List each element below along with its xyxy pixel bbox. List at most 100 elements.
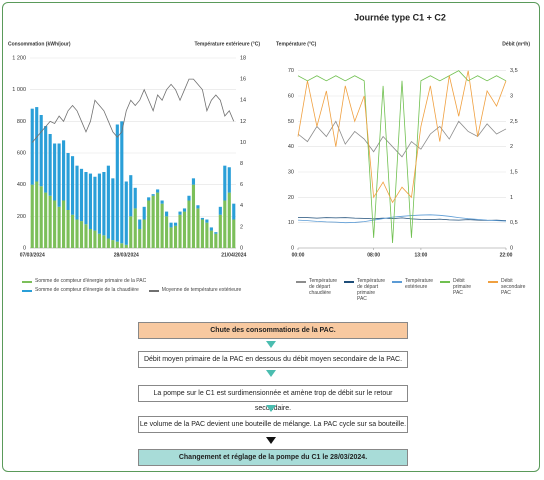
- y-tick-label: 600: [17, 150, 26, 156]
- y-tick-label: 40: [288, 144, 294, 150]
- y2-tick-label: 0: [240, 245, 243, 251]
- bar-segment: [227, 192, 231, 248]
- x-tick-label: 00:00: [292, 252, 305, 258]
- bar-segment: [39, 186, 43, 248]
- bar-segment: [205, 222, 209, 248]
- flow-step: La pompe sur le C1 est surdimensionnée e…: [138, 385, 408, 412]
- y2-tick-label: 14: [240, 98, 246, 104]
- bar-segment: [160, 200, 164, 204]
- bar-segment: [218, 206, 222, 215]
- bar-segment: [106, 238, 110, 248]
- flow-step: Débit moyen primaire de la PAC en dessou…: [138, 351, 408, 368]
- legend-swatch: [148, 290, 159, 292]
- bar-segment: [205, 219, 209, 223]
- bar-segment: [57, 206, 61, 248]
- y-tick-label: 50: [288, 119, 294, 125]
- bar-segment: [79, 221, 84, 248]
- x-tick-label: 07/03/2024: [20, 252, 45, 258]
- bar-segment: [147, 197, 151, 201]
- bar-segment: [182, 208, 187, 212]
- bar-segment: [124, 181, 128, 245]
- bar-segment: [232, 219, 236, 248]
- bar-segment: [62, 140, 66, 201]
- legend-item: Somme de compteur d'énergie primaire de …: [22, 278, 146, 284]
- bar-segment: [111, 240, 115, 248]
- legend: Température de départ chaudière Températu…: [296, 278, 536, 302]
- y-axis-title: Température (°C): [276, 41, 317, 47]
- bar-segment: [214, 233, 218, 248]
- y2-tick-label: 2: [240, 224, 243, 230]
- bar-segment: [223, 200, 227, 248]
- bar-segment: [178, 211, 182, 215]
- y2-axis-title: Température extérieure (°C): [194, 41, 260, 47]
- y2-tick-label: 16: [240, 77, 246, 83]
- bar-segment: [106, 165, 110, 239]
- bar-segment: [70, 156, 75, 215]
- bar-segment: [156, 192, 160, 248]
- arrow: [266, 437, 276, 444]
- y-tick-label: 60: [288, 93, 294, 99]
- bar-segment: [178, 214, 182, 248]
- flow-step: Chute des consommations de la PAC.: [138, 322, 408, 339]
- bar-segment: [120, 121, 124, 244]
- bar-segment: [84, 172, 88, 225]
- bar-segment: [35, 181, 39, 248]
- legend-swatch: [392, 281, 402, 283]
- line: [297, 214, 507, 224]
- x-tick-label: 08:00: [367, 252, 380, 258]
- y2-tick-label: 8: [240, 161, 243, 167]
- arrow: [266, 370, 276, 377]
- bar-segment: [209, 230, 213, 248]
- chart-title: Journée type C1 + C2: [354, 12, 446, 22]
- bar-segment: [66, 210, 70, 248]
- bar-segment: [97, 173, 101, 234]
- legend-item: Température de départ primaire PAC: [344, 278, 385, 302]
- y2-tick-label: 3: [510, 93, 513, 99]
- bar-segment: [39, 115, 43, 187]
- legend: Somme de compteur d'énergie primaire de …: [22, 278, 262, 293]
- legend-label: Moyenne de température extérieure: [161, 287, 242, 293]
- bar-segment: [57, 143, 61, 207]
- bar-segment: [133, 187, 137, 209]
- line: [297, 120, 507, 158]
- bar-segment: [35, 107, 39, 182]
- y-tick-label: 1 000: [12, 87, 26, 93]
- legend-swatch: [488, 281, 498, 283]
- bar-segment: [102, 235, 106, 248]
- bar-segment: [120, 243, 124, 248]
- bar-segment: [187, 200, 191, 248]
- legend-item: Somme de compteur d'énergie de la chaudi…: [22, 287, 139, 293]
- bar-segment: [93, 230, 97, 248]
- frame: [2, 2, 540, 472]
- bar-segment: [70, 214, 75, 248]
- bar-segment: [53, 200, 57, 248]
- bar-segment: [111, 178, 115, 241]
- bar-segment: [53, 143, 57, 201]
- y2-tick-label: 0: [510, 245, 513, 251]
- bar-segment: [214, 232, 218, 234]
- bar-segment: [209, 227, 213, 231]
- legend-swatch: [440, 281, 450, 283]
- bar-segment: [44, 126, 48, 193]
- bar-segment: [196, 205, 200, 209]
- legend-swatch: [22, 290, 32, 292]
- y2-axis-title: Débit (m³/h): [502, 41, 530, 47]
- bar-segment: [165, 216, 169, 248]
- bar-segment: [79, 168, 84, 222]
- legend-swatch: [296, 281, 306, 283]
- bar-segment: [75, 165, 79, 220]
- line: [31, 78, 235, 143]
- legend-label: Température de départ chaudière: [309, 278, 338, 296]
- bar-segment: [30, 108, 34, 185]
- bar-segment: [97, 233, 101, 248]
- bar-segment: [142, 206, 146, 220]
- bar-segment: [44, 192, 48, 248]
- legend-label: Débit secondaire PAC: [501, 278, 526, 296]
- bar-segment: [62, 200, 66, 248]
- bar-segment: [232, 203, 236, 220]
- bar-segment: [124, 244, 128, 248]
- y2-tick-label: 2: [510, 144, 513, 150]
- charts: Consommation (kWh/jour) Température extér…: [8, 12, 530, 258]
- legend-item: Débit secondaire PAC: [488, 278, 526, 302]
